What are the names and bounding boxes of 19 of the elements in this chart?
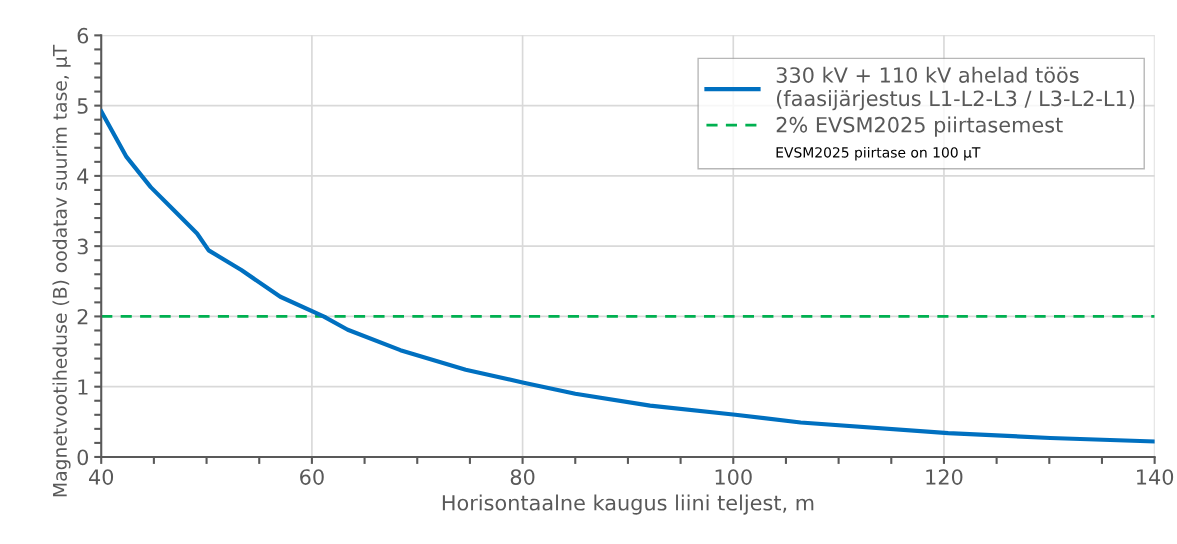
legend-label: 2% EVSM2025 piirtasemest — [776, 116, 1063, 137]
x-tick-label: 140 — [1137, 469, 1174, 485]
x-tick-label: 100 — [715, 469, 752, 485]
legend-label: 330 kV + 110 kV ahelad töös (faasijärjestus L1-L2-L3 / L3-L2-L1) — [776, 66, 1135, 111]
y-tick-label: 2 — [77, 308, 88, 325]
x-tick-label: 40 — [88, 469, 114, 485]
y-axis-title: Magnetvootiheduse (B) oodatav suurim tase, µT — [52, 44, 71, 497]
y-tick-label: 3 — [77, 238, 88, 255]
y-tick-label: 5 — [77, 98, 88, 114]
x-axis-title: Horisontaalne kaugus liini teljest, m — [442, 494, 814, 515]
x-tick-label: 60 — [300, 469, 324, 485]
y-tick-label: 6 — [77, 27, 89, 44]
line-series — [101, 109, 1155, 444]
y-tick-label: 0 — [77, 449, 89, 466]
y-tick-label: 1 — [78, 379, 88, 395]
x-tick-label: 80 — [510, 469, 535, 485]
x-tick-label: 120 — [926, 469, 963, 485]
y-tick-label: 4 — [77, 168, 89, 184]
annotation: EVSM2025 piirtase on 100 µT — [776, 146, 981, 161]
